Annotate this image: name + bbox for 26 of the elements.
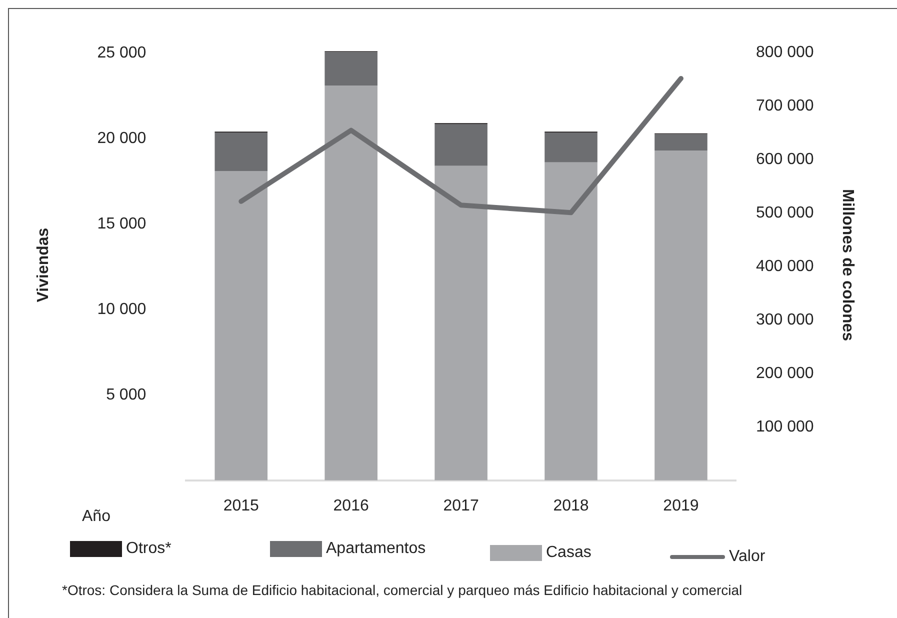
legend-label: Casas [546,544,592,562]
x-tick-label: 2016 [333,497,369,514]
y2-tick-label: 200 000 [756,364,814,382]
x-axis-title: Año [82,508,110,526]
y2-tick-label: 300 000 [756,311,814,328]
y-tick-label: 20 000 [97,130,146,147]
legend-label: Apartamentos [326,540,426,558]
y-tick-label: 10 000 [97,300,146,318]
y2-axis-title: Millones de colones [838,188,856,342]
y2-tick-label: 100 000 [756,418,814,436]
text: *Otros: Considera la Suma de Edificio habitacional, comercial y parqueo más Edificio habitacional y comercial [62,582,742,598]
y2-tick-label: 600 000 [756,151,814,168]
x-tick-label: 2019 [663,497,699,514]
y2-tick-label: 400 000 [756,258,814,276]
x-tick-label: 2015 [223,497,260,514]
y2-tick-label: 700 000 [756,98,814,115]
y-tick-label: 25 000 [97,44,146,62]
y2-tick-label: 500 000 [756,204,814,222]
x-tick-label: 2017 [443,497,479,514]
y2-tick-label: 800 000 [756,44,814,62]
x-tick-label: 2018 [553,497,589,514]
legend-label: Valor [729,548,766,566]
y-axis-title: Viviendas [35,228,52,302]
legend-label: Otros* [126,540,172,558]
y-tick-label: 15 000 [97,215,146,232]
y-tick-label: 5 000 [106,386,146,404]
